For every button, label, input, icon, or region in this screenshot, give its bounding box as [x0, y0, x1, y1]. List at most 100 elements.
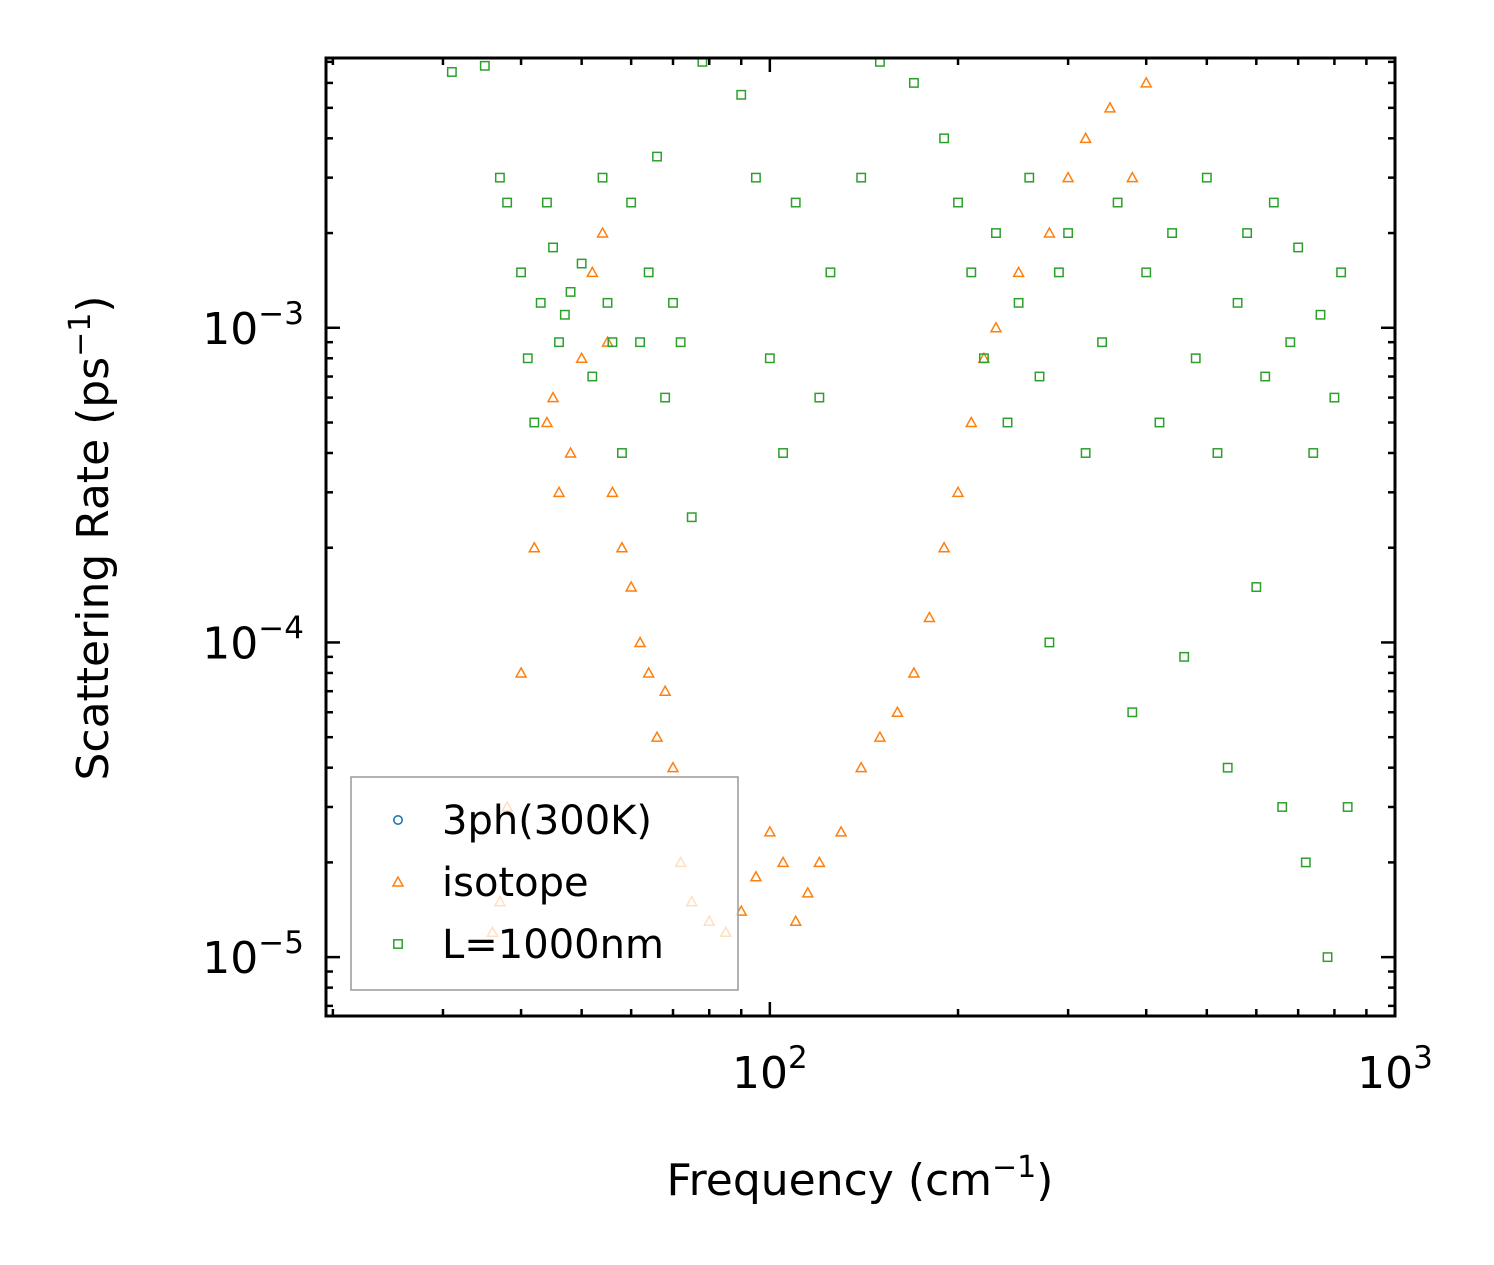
- data-point: [989, 321, 1003, 333]
- x-axis-label: Frequency (cm−1): [667, 1150, 1054, 1206]
- y-tick-label: 10−5: [202, 925, 304, 984]
- data-point: [666, 761, 680, 773]
- data-point: [1112, 197, 1123, 208]
- data-point: [546, 391, 560, 403]
- data-point: [1127, 707, 1138, 718]
- data-point: [1079, 131, 1092, 144]
- data-point: [1329, 392, 1340, 403]
- data-point: [607, 337, 618, 348]
- data-point: [778, 448, 789, 458]
- data-point: [660, 392, 671, 403]
- data-point: [597, 172, 608, 183]
- data-point: [650, 730, 664, 742]
- data-point: [965, 415, 978, 428]
- data-point: [891, 705, 904, 718]
- data-point: [776, 855, 790, 868]
- data-point: [1285, 337, 1296, 348]
- legend: 3ph(300K) isotope L=1000nm: [350, 776, 739, 991]
- data-point: [736, 89, 747, 100]
- data-point: [763, 825, 777, 837]
- data-point: [1097, 337, 1108, 348]
- data-point: [966, 267, 977, 278]
- data-point: [668, 297, 678, 308]
- data-point: [953, 197, 963, 208]
- data-point: [1043, 226, 1056, 238]
- data-point: [1212, 448, 1223, 458]
- data-point: [1336, 267, 1347, 278]
- data-point: [1103, 101, 1117, 113]
- data-point: [1044, 637, 1055, 648]
- data-point: [1126, 171, 1139, 183]
- data-point: [937, 541, 951, 553]
- data-point: [1179, 651, 1190, 662]
- data-point: [540, 415, 554, 428]
- data-point: [528, 541, 541, 553]
- data-point: [1322, 952, 1333, 963]
- y-tick-label: 10−4: [202, 610, 304, 669]
- data-point: [1242, 228, 1253, 239]
- data-point: [529, 417, 540, 428]
- y-axis-label: Scattering Rate (ps−1): [63, 295, 119, 780]
- legend-label: L=1000nm: [442, 922, 664, 968]
- data-point: [939, 133, 950, 144]
- axes: 102 103 10−3 10−4 10−5: [202, 56, 1433, 1099]
- data-point: [1061, 171, 1075, 183]
- data-marks: [446, 56, 1353, 963]
- data-point: [1063, 228, 1074, 239]
- data-point: [516, 267, 527, 278]
- legend-label: isotope: [442, 860, 589, 906]
- series-square: [446, 56, 1353, 963]
- data-point: [1300, 857, 1311, 868]
- data-point: [825, 267, 836, 278]
- data-point: [1308, 448, 1319, 458]
- data-point: [813, 855, 826, 868]
- data-point: [576, 258, 587, 269]
- data-point: [1167, 228, 1178, 239]
- data-point: [575, 351, 588, 364]
- data-point: [606, 485, 619, 498]
- legend-label: 3ph(300K): [442, 798, 652, 844]
- plot-frame: [324, 56, 1397, 1018]
- data-point: [554, 337, 564, 348]
- data-point: [658, 684, 672, 696]
- data-point: [790, 197, 801, 208]
- data-point: [1012, 265, 1025, 278]
- y-tick-label: 10−3: [202, 296, 304, 355]
- data-point: [635, 337, 646, 348]
- data-point: [565, 286, 576, 297]
- data-point: [1154, 417, 1165, 428]
- data-point: [1222, 762, 1233, 773]
- data-point: [908, 77, 919, 88]
- data-point: [552, 485, 566, 498]
- data-point: [1342, 802, 1353, 812]
- data-point: [1139, 76, 1153, 88]
- x-tick-label: 103: [1357, 1040, 1433, 1099]
- data-point: [1277, 802, 1288, 812]
- data-point: [514, 666, 528, 678]
- data-point: [1141, 267, 1152, 278]
- data-point: [522, 353, 533, 364]
- data-point: [446, 67, 457, 77]
- data-point: [502, 197, 513, 208]
- legend-marker-circle: [392, 814, 403, 825]
- data-point: [1268, 197, 1279, 208]
- legend-marker-triangle: [391, 875, 405, 887]
- data-point: [764, 353, 775, 364]
- data-point: [1053, 267, 1064, 278]
- data-point: [991, 228, 1001, 239]
- data-point: [978, 353, 989, 364]
- data-point: [1201, 172, 1212, 183]
- data-point: [602, 297, 613, 308]
- data-point: [479, 60, 490, 71]
- data-point: [856, 172, 867, 183]
- data-point: [675, 337, 686, 348]
- data-point: [642, 666, 655, 678]
- data-point: [686, 512, 697, 523]
- data-point: [1293, 242, 1304, 253]
- data-point: [494, 172, 505, 183]
- data-point: [587, 371, 598, 382]
- data-point: [541, 197, 552, 208]
- data-point: [1190, 353, 1201, 364]
- data-point: [596, 226, 609, 238]
